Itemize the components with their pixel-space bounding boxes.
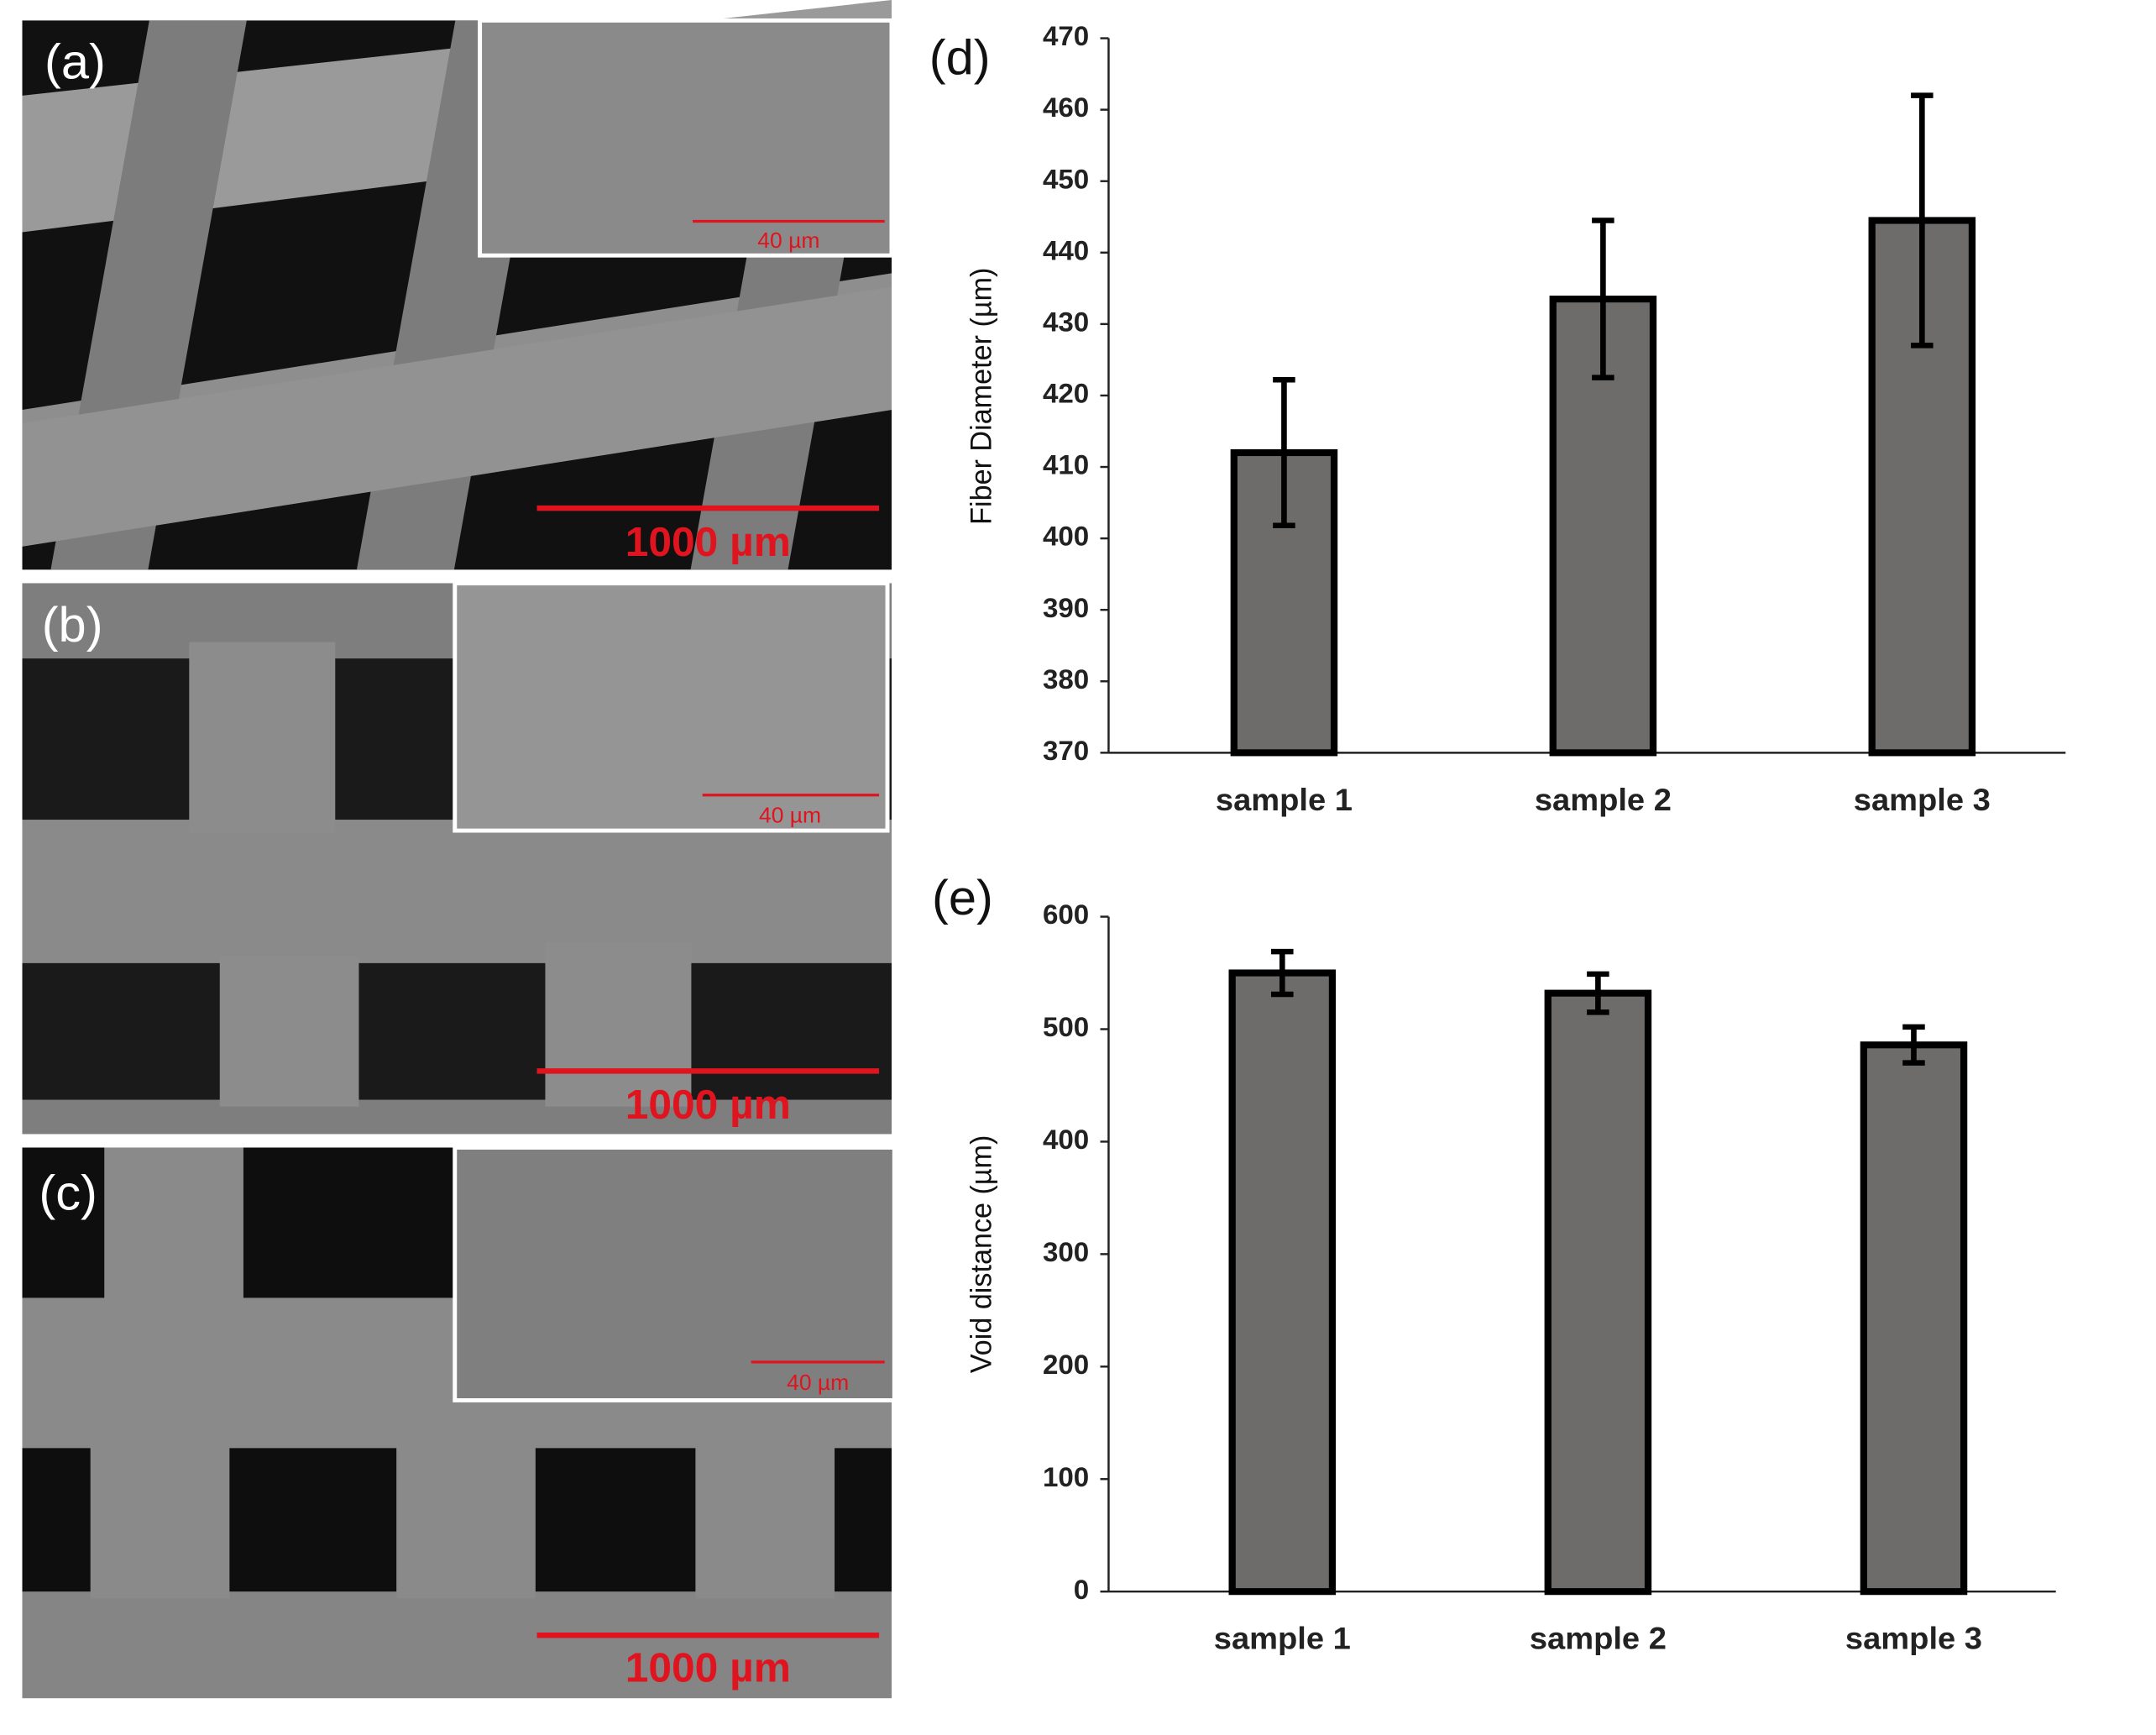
y-tick-label: 470: [1043, 20, 1089, 51]
y-tick-label: 370: [1043, 735, 1089, 766]
x-tick-label: sample 2: [1530, 1622, 1667, 1657]
x-tick-label: sample 2: [1535, 783, 1672, 818]
scale-bar-label: 1000 µm: [625, 1645, 791, 1690]
y-tick-label: 430: [1043, 307, 1089, 338]
inset-scale-bar-label: 40 µm: [759, 803, 821, 828]
x-tick-label: sample 3: [1845, 1622, 1982, 1657]
error-bar: [1587, 971, 1609, 1015]
y-tick-label: 0: [1074, 1574, 1089, 1605]
scale-bar-label: 1000 µm: [625, 1082, 791, 1128]
y-tick-label: 420: [1043, 378, 1089, 409]
y-tick-label: 500: [1043, 1011, 1089, 1042]
inset-scale-bar-label: 40 µm: [787, 1370, 849, 1395]
bar: [1860, 1041, 1968, 1596]
panel-label: (a): [44, 34, 106, 89]
bar: [1868, 217, 1976, 757]
sem-panel-c: 40 µm 1000 µm (c): [22, 1145, 897, 1699]
panel-label: (c): [39, 1165, 97, 1220]
error-bar: [1911, 92, 1934, 349]
y-tick-label: 200: [1043, 1349, 1089, 1380]
y-tick-label: 410: [1043, 449, 1089, 480]
y-tick-label: 400: [1043, 1124, 1089, 1155]
x-tick-label: sample 3: [1854, 783, 1991, 818]
y-tick-label: 380: [1043, 663, 1089, 695]
x-tick-label: sample 1: [1216, 783, 1353, 818]
panel-label: (e): [932, 870, 993, 925]
error-bar: [1271, 948, 1294, 998]
sem-panel-b: 40 µm 1000 µm (b): [22, 581, 892, 1135]
error-bar: [1592, 218, 1614, 380]
y-tick-label: 460: [1043, 92, 1089, 123]
bar: [1544, 989, 1652, 1596]
y-tick-label: 390: [1043, 592, 1089, 623]
error-bar: [1902, 1024, 1925, 1066]
bar: [1228, 969, 1337, 1596]
y-tick-label: 600: [1043, 899, 1089, 930]
scale-bar-label: 1000 µm: [625, 519, 791, 564]
y-tick-label: 400: [1043, 521, 1089, 552]
inset-scale-bar-label: 40 µm: [757, 228, 819, 253]
y-axis-title: Void distance (µm): [965, 1135, 997, 1374]
error-bar: [1273, 376, 1295, 529]
y-tick-label: 440: [1043, 235, 1089, 266]
y-tick-label: 450: [1043, 164, 1089, 195]
panel-label: (b): [42, 596, 103, 652]
y-tick-label: 100: [1043, 1461, 1089, 1492]
panel-label: (d): [929, 29, 991, 85]
x-tick-label: sample 1: [1214, 1622, 1351, 1657]
sem-panel-a: 40 µm 1000 µm (a): [22, 0, 894, 570]
y-axis-title: Fiber Diameter (µm): [965, 268, 997, 525]
y-tick-label: 300: [1043, 1236, 1089, 1267]
